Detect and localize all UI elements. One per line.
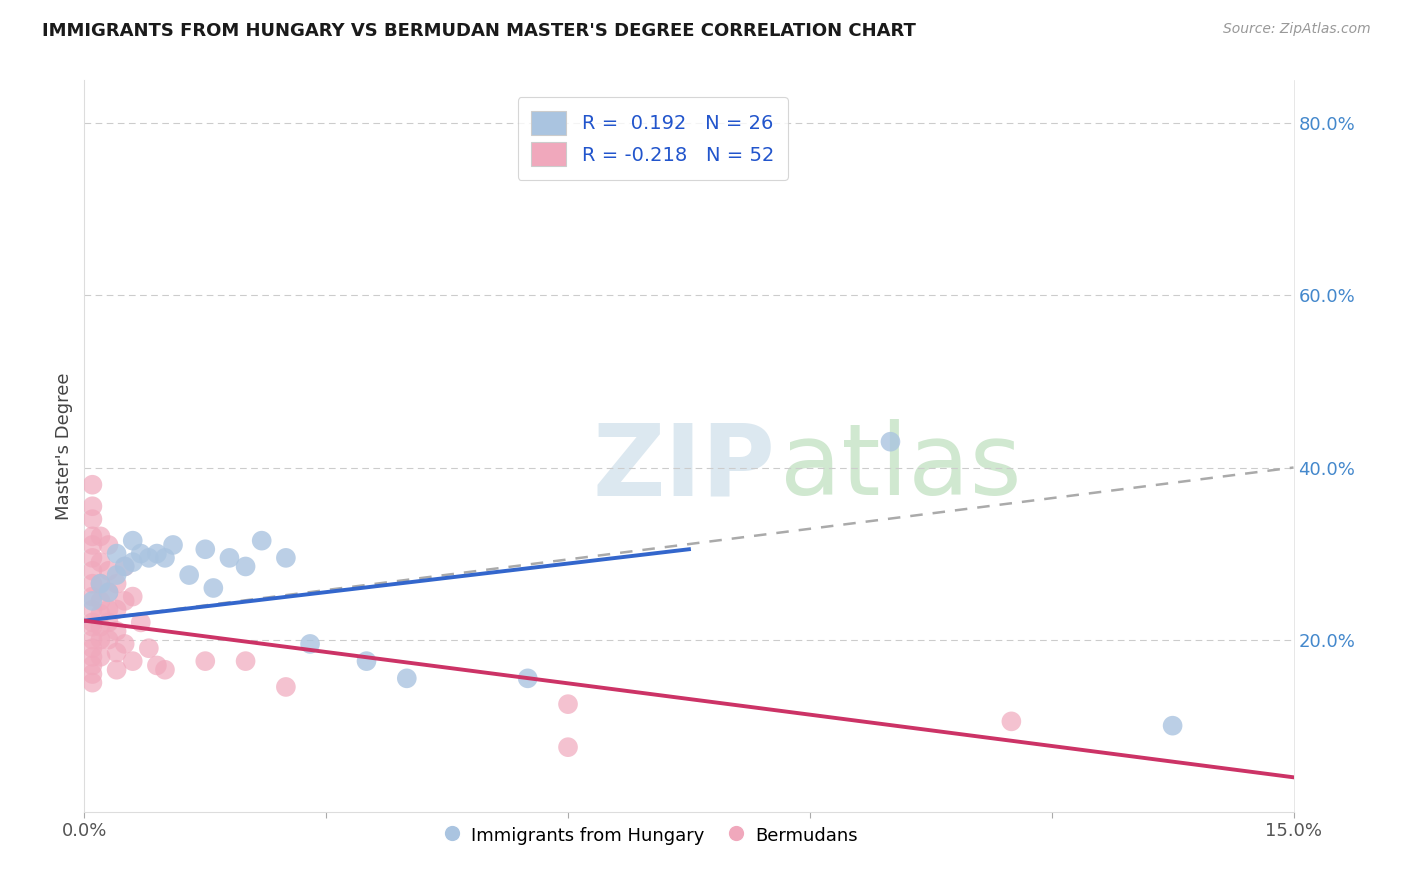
Point (121, 533, 143, 548)
Point (138, 641, 160, 656)
Point (299, 637, 322, 651)
Point (138, 550, 160, 565)
Point (105, 576, 128, 591)
Point (105, 663, 128, 677)
Point (97, 632, 120, 647)
Point (235, 559, 257, 574)
Point (146, 658, 169, 673)
Text: ZIP: ZIP (592, 419, 775, 516)
Point (97, 602, 120, 616)
Point (82, 649, 104, 664)
Y-axis label: Master's Degree: Master's Degree (55, 372, 73, 520)
Point (82, 594, 104, 608)
Point (194, 542, 217, 557)
Point (82, 615, 104, 630)
Point (218, 550, 240, 565)
Point (153, 550, 176, 565)
Point (114, 637, 136, 651)
Point (82, 500, 104, 514)
Point (82, 564, 104, 578)
Point (395, 671, 418, 685)
Point (105, 646, 128, 660)
Point (105, 568, 128, 582)
Point (82, 620, 104, 634)
Point (274, 550, 297, 565)
Point (89, 594, 111, 608)
Point (82, 576, 104, 591)
Point (121, 590, 143, 604)
Point (82, 512, 104, 526)
Point (82, 602, 104, 616)
Point (557, 740, 579, 755)
Point (146, 547, 169, 561)
Point (162, 538, 184, 552)
Legend: Immigrants from Hungary, Bermudans: Immigrants from Hungary, Bermudans (439, 816, 866, 854)
Point (121, 654, 143, 668)
Point (89, 632, 111, 647)
Point (235, 654, 257, 668)
Point (557, 697, 579, 711)
Point (105, 624, 128, 638)
Point (82, 632, 104, 647)
Point (202, 581, 225, 595)
Point (89, 529, 111, 543)
Point (274, 680, 297, 694)
Point (250, 533, 273, 548)
Point (82, 529, 104, 543)
Point (194, 654, 217, 668)
Text: Source: ZipAtlas.com: Source: ZipAtlas.com (1223, 22, 1371, 37)
Point (129, 547, 152, 561)
Point (356, 654, 378, 668)
Point (97, 615, 120, 630)
Point (129, 615, 152, 630)
Point (516, 671, 538, 685)
Point (105, 547, 128, 561)
Point (97, 585, 120, 599)
Point (179, 568, 201, 582)
Point (114, 559, 136, 574)
Text: IMMIGRANTS FROM HUNGARY VS BERMUDAN MASTER'S DEGREE CORRELATION CHART: IMMIGRANTS FROM HUNGARY VS BERMUDAN MAST… (42, 22, 917, 40)
Point (1000, 714, 1022, 729)
Point (82, 550, 104, 565)
Point (82, 477, 104, 491)
Point (1161, 719, 1184, 733)
Point (114, 594, 136, 608)
Point (82, 667, 104, 681)
Point (82, 641, 104, 656)
Point (82, 658, 104, 673)
Text: atlas: atlas (780, 419, 1021, 516)
Point (89, 649, 111, 664)
Point (105, 602, 128, 616)
Point (89, 607, 111, 621)
Point (97, 538, 120, 552)
Point (89, 555, 111, 569)
Point (82, 538, 104, 552)
Point (97, 564, 120, 578)
Point (879, 434, 901, 449)
Point (82, 675, 104, 690)
Point (114, 559, 136, 574)
Point (82, 590, 104, 604)
Point (97, 585, 120, 599)
Point (89, 576, 111, 591)
Point (89, 620, 111, 634)
Point (153, 663, 176, 677)
Point (121, 555, 143, 569)
Point (89, 576, 111, 591)
